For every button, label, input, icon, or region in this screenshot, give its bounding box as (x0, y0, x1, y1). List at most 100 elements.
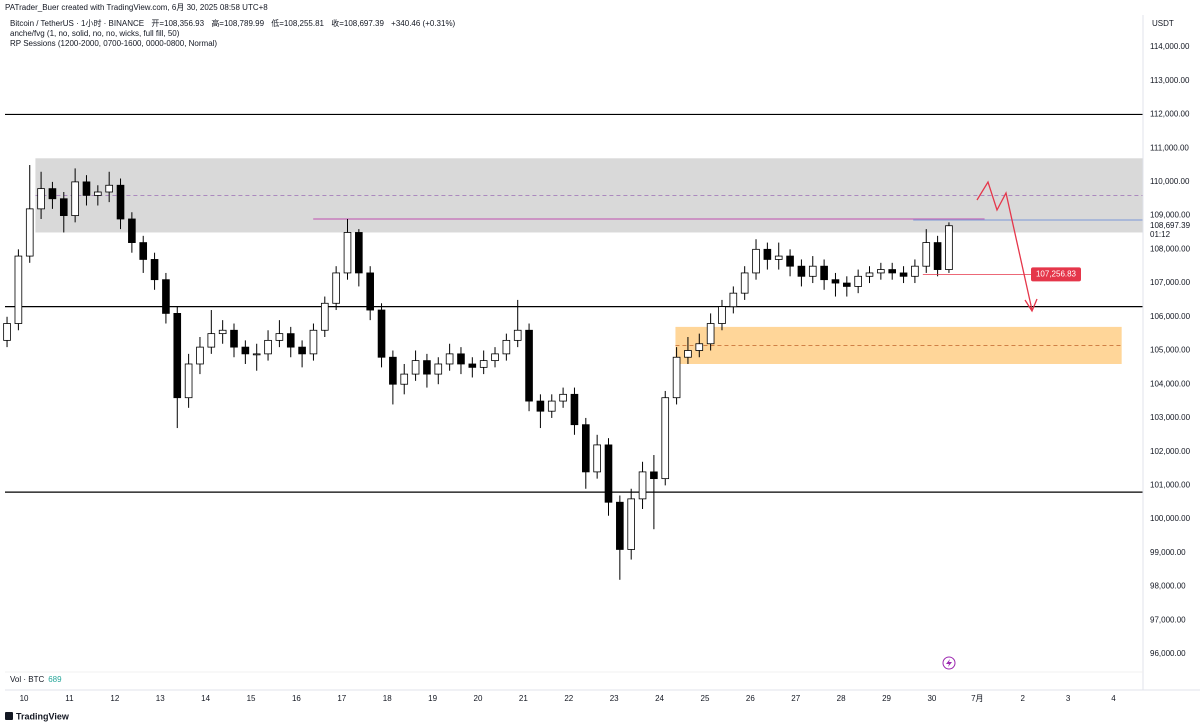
candle-body (218, 329, 227, 335)
candle-body (252, 353, 261, 356)
candle-body (729, 292, 738, 308)
candle-body (911, 265, 919, 277)
x-tick-label: 11 (65, 694, 74, 703)
candle-body (37, 188, 45, 210)
candle-body (105, 184, 113, 193)
candle-body (616, 501, 624, 550)
candle-body (491, 353, 499, 362)
y-tick-label: 102,000.00 (1150, 447, 1191, 456)
y-tick-label: 106,000.00 (1150, 312, 1191, 321)
y-tick-label: 114,000.00 (1150, 42, 1190, 51)
candle-body (468, 363, 477, 368)
x-tick-label: 24 (655, 694, 664, 703)
candle-body (162, 279, 170, 314)
x-tick-label: 2 (1020, 694, 1025, 703)
candle-body (763, 248, 772, 260)
candle-body (355, 232, 363, 274)
candle-body (593, 444, 601, 473)
candle-body (241, 346, 250, 355)
candle-body (3, 323, 11, 341)
x-tick-label: 7月 (971, 694, 983, 703)
candle-body (150, 259, 159, 281)
candle-body (423, 360, 431, 375)
candle-body (513, 329, 522, 341)
candle-body (888, 269, 897, 274)
x-tick-label: 30 (927, 694, 936, 703)
candle-body (25, 208, 34, 257)
candle-body (774, 255, 783, 260)
candle-body (343, 232, 352, 274)
y-tick-label: 99,000.00 (1150, 548, 1186, 557)
legend-open: 开=108,356.93 (151, 19, 204, 28)
candle-body (116, 184, 125, 220)
candle-body (786, 255, 794, 267)
y-tick-label: 96,000.00 (1150, 649, 1186, 658)
alert-label-box (1031, 267, 1081, 282)
legend-close: 收=108,697.39 (331, 18, 384, 28)
candle-body (820, 265, 828, 281)
x-tick-label: 23 (610, 694, 619, 703)
candle-body (320, 302, 329, 331)
x-tick-label: 3 (1066, 694, 1071, 703)
x-tick-label: 16 (292, 694, 301, 703)
countdown: 01:12 (1150, 230, 1171, 239)
candle-body (173, 313, 182, 399)
candle-body (865, 272, 874, 277)
candle-body (332, 272, 340, 304)
y-tick-label: 100,000.00 (1150, 514, 1191, 523)
icon-ring (942, 656, 956, 670)
candle-body (627, 498, 635, 550)
candle-body (695, 343, 704, 351)
legend-symbol: Bitcoin / TetherUS · 1小时 · BINANCE (10, 18, 144, 28)
candle-body (831, 279, 840, 284)
legend-low: 低=108,255.81 (271, 18, 324, 28)
y-tick-label: 111,000.00 (1150, 143, 1189, 152)
volume-value: 689 (48, 675, 62, 684)
candle-body (309, 329, 318, 355)
y-tick-label: 103,000.00 (1150, 413, 1191, 422)
icon-bolt (946, 659, 952, 667)
candle-body (445, 353, 454, 365)
y-tick-label: 109,000.00 (1150, 211, 1191, 220)
x-tick-label: 22 (564, 694, 573, 703)
candle-body (547, 400, 556, 412)
alert-icon[interactable] (942, 656, 956, 670)
legend-change: +340.46 (+0.31%) (391, 19, 455, 28)
candle-body (366, 272, 374, 311)
x-tick-label: 15 (247, 694, 256, 703)
candle-body (650, 471, 658, 480)
candle-body (877, 269, 885, 274)
x-tick-label: 14 (201, 694, 210, 703)
candle-body (275, 333, 284, 341)
candle-body (82, 181, 91, 196)
candle-body (71, 181, 79, 217)
candle-body (434, 363, 443, 375)
x-tick-label: 29 (882, 694, 891, 703)
y-tick-label: 101,000.00 (1150, 480, 1191, 489)
indicator-label[interactable]: anche/fvg (1, no, solid, no, no, wicks, … (10, 29, 180, 38)
candle-body (899, 272, 908, 277)
x-tick-label: 18 (383, 694, 392, 703)
x-tick-label: 17 (337, 694, 346, 703)
candle-body (559, 393, 567, 402)
candle-body (933, 242, 942, 270)
candle-body (922, 242, 931, 267)
volume-title: Vol · BTC (10, 675, 44, 684)
candle-body (264, 339, 272, 355)
candle-body (184, 363, 193, 399)
candle-body (94, 191, 102, 196)
currency[interactable]: USDT (1152, 19, 1174, 28)
brand: TradingView (16, 711, 70, 721)
candle-body (457, 353, 465, 365)
candle-body (854, 275, 862, 287)
candle-body (797, 265, 806, 277)
x-tick-label: 28 (837, 694, 846, 703)
x-tick-label: 4 (1111, 694, 1116, 703)
x-tick-label: 26 (746, 694, 755, 703)
indicator-label[interactable]: RP Sessions (1200-2000, 0700-1600, 0000-… (10, 39, 217, 48)
candle-body (752, 248, 760, 274)
y-tick-label: 104,000.00 (1150, 379, 1191, 388)
price-label-box (1144, 219, 1200, 239)
candle-body (48, 188, 57, 200)
